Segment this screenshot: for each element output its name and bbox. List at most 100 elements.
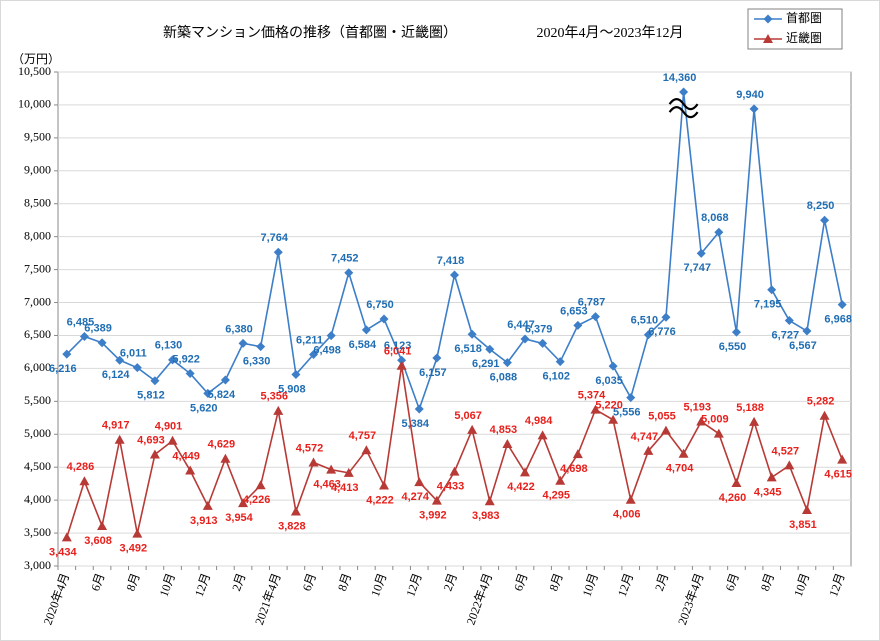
- data-point: [696, 416, 707, 426]
- data-label: 4,853: [490, 424, 518, 436]
- data-label: 4,226: [243, 494, 271, 506]
- data-point: [467, 424, 478, 434]
- data-label: 3,434: [49, 546, 77, 558]
- data-label: 6,216: [49, 363, 77, 375]
- data-label: 6,750: [366, 299, 394, 311]
- y-tick-label: 10,500: [18, 64, 51, 78]
- x-tick-label: 2月: [652, 571, 671, 593]
- y-tick-label: 6,000: [24, 360, 51, 374]
- data-point: [502, 358, 512, 368]
- data-point: [731, 327, 741, 337]
- data-point: [79, 331, 89, 341]
- data-point: [414, 404, 424, 414]
- data-point: [79, 476, 90, 486]
- data-label: 5,812: [137, 390, 165, 402]
- data-label: 6,124: [102, 369, 130, 381]
- data-label: 6,550: [719, 341, 747, 353]
- data-point: [115, 355, 125, 365]
- data-point: [679, 87, 689, 97]
- data-label: 5,374: [578, 390, 606, 402]
- data-label: 6,011: [120, 348, 147, 360]
- data-label: 5,556: [613, 407, 641, 419]
- data-point: [555, 357, 565, 367]
- data-label: 4,413: [331, 482, 359, 494]
- data-point: [626, 393, 636, 403]
- data-label: 6,727: [772, 329, 800, 341]
- data-point: [819, 410, 830, 420]
- y-tick-label: 7,500: [24, 261, 51, 275]
- legend-label: 首都圏: [786, 11, 822, 25]
- data-point: [802, 326, 812, 336]
- x-tick-label: 6月: [723, 571, 742, 593]
- data-label: 6,330: [243, 356, 271, 368]
- data-point: [167, 435, 178, 445]
- x-tick-label: 8月: [758, 571, 777, 593]
- data-label: 4,527: [772, 445, 800, 457]
- data-point: [837, 454, 848, 464]
- data-label: 4,222: [366, 494, 394, 506]
- data-label: 6,041: [384, 346, 412, 358]
- data-point: [590, 404, 601, 414]
- data-point: [714, 227, 724, 237]
- data-label: 4,260: [719, 492, 747, 504]
- data-label: 4,433: [437, 481, 465, 493]
- data-label: 5,220: [595, 400, 623, 412]
- data-label: 6,968: [824, 314, 852, 326]
- data-label: 4,345: [754, 486, 782, 498]
- data-label: 6,123: [384, 340, 412, 352]
- y-tick-label: 3,000: [24, 558, 51, 572]
- data-point: [608, 414, 619, 424]
- data-label: 4,698: [560, 463, 588, 475]
- data-label: 7,747: [683, 262, 711, 274]
- data-label: 4,629: [208, 439, 236, 451]
- data-label: 6,485: [67, 316, 95, 328]
- data-point: [185, 465, 196, 475]
- y-tick-label: 10,000: [18, 97, 51, 111]
- data-label: 4,704: [666, 463, 694, 475]
- data-point: [661, 312, 671, 322]
- data-point: [431, 495, 442, 505]
- data-label: 5,620: [190, 402, 218, 414]
- data-point: [255, 480, 266, 490]
- data-label: 6,584: [349, 339, 377, 351]
- data-label: 14,360: [663, 72, 697, 84]
- data-point: [132, 528, 143, 538]
- y-tick-label: 9,000: [24, 163, 51, 177]
- data-label: 6,787: [578, 296, 606, 308]
- data-label: 5,067: [454, 410, 482, 422]
- data-label: 4,274: [401, 491, 429, 503]
- data-point: [660, 425, 671, 435]
- data-label: 3,954: [225, 512, 253, 524]
- data-label: 3,913: [190, 515, 218, 527]
- data-point: [538, 338, 548, 348]
- data-label: 4,286: [67, 461, 95, 473]
- data-point: [220, 375, 230, 385]
- data-point: [291, 369, 301, 379]
- data-label: 6,653: [560, 305, 588, 317]
- data-label: 6,088: [490, 372, 518, 384]
- data-point: [203, 388, 213, 398]
- data-label: 3,828: [278, 520, 306, 532]
- data-point: [309, 350, 319, 360]
- data-point: [467, 329, 477, 339]
- y-axis-label: （万円）: [12, 52, 60, 66]
- data-label: 7,418: [437, 255, 465, 267]
- data-point: [837, 300, 847, 310]
- data-label: 7,764: [261, 232, 289, 244]
- data-label: 3,992: [419, 510, 447, 522]
- data-label: 6,035: [595, 375, 623, 387]
- data-label: 6,102: [542, 371, 570, 383]
- data-point: [763, 14, 773, 24]
- data-label: 4,006: [613, 509, 641, 521]
- data-point: [749, 104, 759, 114]
- y-tick-label: 4,000: [24, 492, 51, 506]
- data-label: 4,572: [296, 442, 324, 454]
- data-point: [590, 312, 600, 322]
- data-point: [220, 453, 231, 463]
- data-point: [449, 466, 460, 476]
- data-label: 8,068: [701, 212, 729, 224]
- data-label: 6,510: [631, 315, 659, 327]
- data-label: 6,498: [313, 345, 341, 357]
- data-point: [97, 520, 108, 530]
